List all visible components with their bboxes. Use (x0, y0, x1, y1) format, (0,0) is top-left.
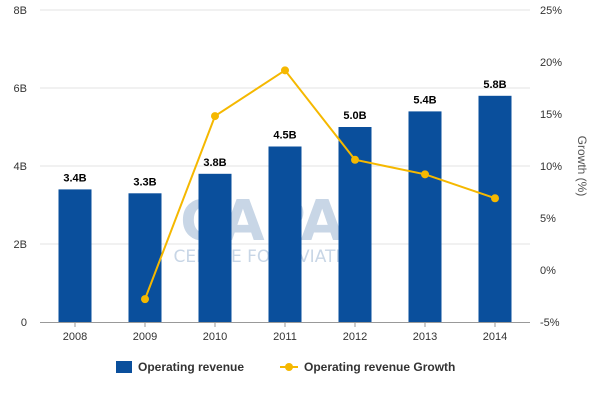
bar (408, 111, 442, 323)
x-tick-label: 2009 (133, 331, 157, 343)
line-series (141, 66, 499, 304)
y-left-tick-label: 4B (14, 161, 27, 173)
bar-data-label: 3.4B (63, 172, 86, 184)
bar-data-label: 3.8B (203, 157, 226, 169)
x-tick-label: 2010 (203, 331, 227, 343)
bar-data-label: 5.0B (343, 110, 366, 122)
bar-data-label: 4.5B (273, 130, 296, 142)
x-tick-label: 2013 (413, 331, 437, 343)
y-left-tick-label: 6B (14, 83, 27, 95)
x-tick-label: 2014 (483, 331, 507, 343)
x-tick-label: 2012 (343, 331, 367, 343)
legend-label: Operating revenue (138, 360, 244, 374)
bar (268, 146, 302, 322)
y-left-tick-label: 8B (14, 5, 27, 17)
axes: 0 2B 4B 6B 8B -5% 0% 5% 10% 15% 20% 25% 2008 2009 2010… (14, 5, 563, 343)
bar-data-label: 5.8B (483, 79, 506, 91)
legend-swatch-bar (116, 361, 132, 373)
legend-label: Operating revenue Growth (304, 360, 455, 374)
growth-point (491, 194, 499, 203)
growth-point (281, 66, 289, 75)
y-right-tick-label: 15% (540, 109, 562, 121)
legend: Operating revenue Operating revenue Growt… (116, 360, 455, 374)
bar (198, 173, 232, 322)
y-left-tick-label: 2B (14, 239, 27, 251)
growth-point (351, 155, 359, 164)
growth-point (141, 295, 149, 304)
growth-line (144, 68, 496, 300)
growth-point (211, 112, 219, 121)
bar-data-label: 3.3B (133, 176, 156, 188)
bar (58, 189, 92, 322)
right-axis-title: Growth (%) (575, 136, 589, 197)
y-right-tick-label: 0% (540, 265, 556, 277)
y-right-tick-label: 25% (540, 5, 562, 17)
y-left-tick-label: 0 (21, 317, 27, 329)
y-right-tick-label: 20% (540, 57, 562, 69)
bar-data-label: 5.4B (413, 94, 436, 106)
bar (478, 95, 512, 322)
y-right-tick-label: -5% (540, 317, 560, 329)
x-tick-label: 2011 (273, 331, 297, 343)
y-right-tick-label: 5% (540, 213, 556, 225)
x-tick-label: 2008 (63, 331, 87, 343)
growth-point (421, 170, 429, 179)
legend-swatch-marker (285, 363, 293, 371)
bar-data-labels: 3.4B 3.3B 3.8B 4.5B 5.0B 5.4B 5.8B (63, 79, 506, 189)
y-right-tick-label: 10% (540, 161, 562, 173)
